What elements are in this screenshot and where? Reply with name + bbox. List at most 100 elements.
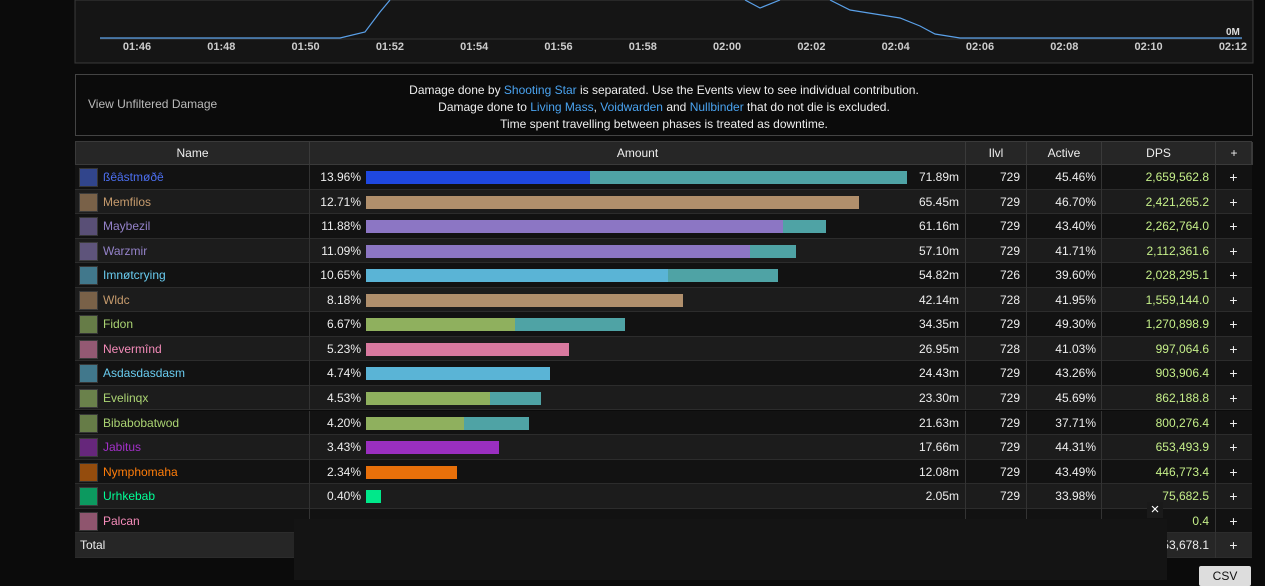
table-row: Asdasdasdasm 4.74% 24.43m 729 43.26% 903,906.… [75,361,1252,386]
cell-divider [1215,165,1216,190]
ilvl: 729 [999,219,1020,234]
cell-divider [1026,459,1027,485]
text: is separated. Use the Events view to see… [576,83,919,97]
class-icon [79,511,98,531]
expand[interactable]: + [1229,218,1238,235]
total-dps: 53,678.1 [1162,538,1209,553]
expand[interactable]: + [1229,463,1238,480]
close-button[interactable]: × [1147,502,1163,518]
class-icon [79,388,98,408]
percent: 11.88% [321,219,361,234]
x-tick-label: 01:58 [628,41,657,53]
expand[interactable]: + [1229,512,1238,529]
expand[interactable]: + [1229,389,1238,406]
class-icon [79,438,98,458]
player-name[interactable]: Bibabobatwod [103,415,180,430]
player-name[interactable]: Maybezil [103,219,151,234]
player-name[interactable]: Palcan [103,513,140,528]
expand[interactable]: + [1229,365,1238,382]
column-header[interactable]: Ilvl [966,142,1027,165]
percent: 2.34% [326,464,361,479]
cell-divider [965,459,966,485]
cell-divider [1026,214,1027,239]
amount: 17.66m [918,440,959,455]
cell-divider [1215,435,1216,460]
amount: 21.63m [918,415,959,430]
bar-segment [366,342,570,356]
expand[interactable]: + [1229,291,1238,308]
column-header[interactable]: Amount [310,142,966,165]
player-name[interactable]: Warzmir [103,243,148,258]
link[interactable]: Shooting Star [503,83,577,97]
ilvl: 726 [999,268,1020,283]
y-label: 0M [1226,27,1240,38]
expand[interactable]: + [1229,488,1238,505]
column-header[interactable]: Name [76,142,310,165]
player-name[interactable]: Fidon [103,317,134,332]
player-name[interactable]: Nymphomaha [103,464,178,479]
amount: 24.43m [918,366,959,381]
expand[interactable]: + [1229,439,1238,456]
expand[interactable]: + [1229,340,1238,357]
notice-line: Time spent travelling between phases is … [500,117,828,131]
expand[interactable]: + [1229,414,1238,431]
player-name[interactable]: Asdasdasdasm [103,366,186,381]
csv-button[interactable]: CSV [1199,566,1251,586]
link[interactable]: Nullbinder [689,100,744,114]
link[interactable]: Living Mass [530,100,594,114]
cell-divider [1101,385,1102,411]
ilvl: 729 [999,440,1020,455]
percent: 11.09% [321,243,361,258]
cell-divider [1215,533,1216,558]
ilvl: 728 [999,292,1020,307]
notice-line: Damage done by Shooting Star is separate… [76,82,1252,99]
table-row: Nevermînd 5.23% 26.95m 728 41.03% 997,064.6 + [75,336,1252,362]
active: 49.30% [1055,317,1096,332]
column-header[interactable]: DPS [1102,142,1216,165]
cell-divider [1101,287,1102,313]
player-name[interactable]: Memfilos [103,194,152,209]
table-row: Urhkebab 0.40% 2.05m 729 33.98% 75,682.5 + [75,484,1252,509]
table-row: Imnøtcrying 10.65% 54.82m 726 39.60% 2,028,29… [75,263,1252,288]
expand[interactable]: + [1229,242,1238,259]
player-name[interactable]: Urhkebab [103,489,156,504]
cell-divider [965,214,966,239]
expand[interactable]: + [1229,193,1238,210]
cell-divider [965,189,966,215]
expand[interactable]: + [1229,267,1238,284]
dps: 903,906.4 [1155,366,1209,381]
dps: 800,276.4 [1155,415,1209,430]
expand[interactable]: + [1229,169,1238,185]
bar-segment [366,220,783,234]
cell-divider [1101,312,1102,337]
table-row: Maybezil 11.88% 61.16m 729 43.40% 2,262,764.0… [75,214,1252,239]
link[interactable]: Voidwarden [600,100,663,114]
percent: 10.65% [320,268,361,283]
notice-text: Damage done by Shooting Star is separate… [76,82,1252,133]
player-name[interactable]: Imnøtcrying [103,268,166,283]
player-name[interactable]: Nevermînd [103,341,162,356]
player-name[interactable]: Jabitus [103,440,142,455]
player-name[interactable]: Evelinqx [103,390,149,405]
text: , [593,100,601,114]
cell-divider [1026,312,1027,337]
active: 33.98% [1055,489,1096,504]
cell-divider [1215,189,1216,215]
dps: 1,559,144.0 [1145,292,1209,307]
bar-segment [366,195,859,209]
class-icon [79,290,98,310]
player-name[interactable]: ßêâstmøðê [103,170,164,184]
table-row: Memfilos 12.71% 65.45m 729 46.70% 2,421,265.2… [75,189,1252,215]
column-header[interactable]: Active [1027,142,1102,165]
bar-segment [366,269,668,283]
expand[interactable]: + [1229,537,1238,554]
cell-divider [965,263,966,288]
cell-divider [1026,361,1027,386]
player-name[interactable]: Wldc [103,292,130,307]
unfiltered-link[interactable]: View Unfiltered Damage [88,97,218,111]
text: Damage done to [438,100,531,114]
column-header[interactable]: + [1216,142,1253,165]
expand[interactable]: + [1229,316,1238,333]
amount: 2.05m [925,489,959,504]
